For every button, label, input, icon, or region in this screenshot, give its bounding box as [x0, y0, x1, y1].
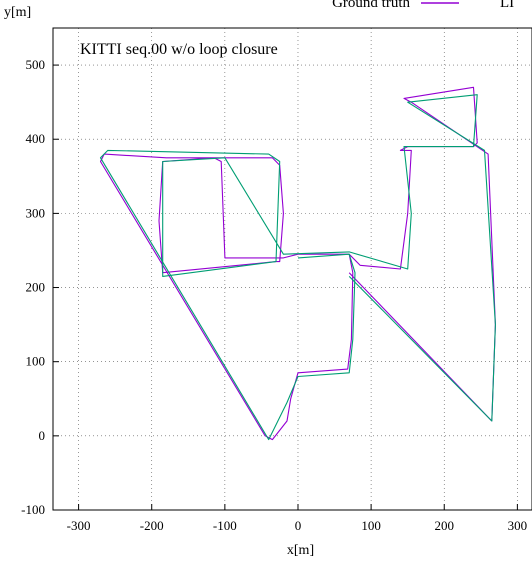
series-layer [99, 86, 496, 441]
series-line [99, 94, 496, 441]
y-tick-label: -100 [21, 502, 45, 517]
x-tick-label: 100 [361, 518, 381, 533]
y-tick-label: 500 [26, 57, 46, 72]
x-tick-label: -200 [140, 518, 164, 533]
chart-title: KITTI seq.00 w/o loop closure [80, 41, 278, 58]
y-tick-label: 400 [26, 131, 46, 146]
y-tick-label: 0 [39, 428, 46, 443]
x-tick-label: -100 [213, 518, 237, 533]
x-tick-label: 0 [295, 518, 302, 533]
x-axis-label: x[m] [287, 543, 314, 558]
plot-frame [52, 27, 532, 511]
y-tick-label: 300 [26, 205, 46, 220]
legend-label-li: LI [500, 0, 514, 11]
legend: Ground truth LI [332, 0, 514, 11]
grid [53, 28, 532, 511]
axis-ticks: -300 -200 -100 0 100 200 300 -100 0 100 200 300 400 5… [21, 57, 527, 533]
x-tick-label: -300 [67, 518, 91, 533]
series-line [99, 86, 496, 441]
x-tick-label: 300 [508, 518, 528, 533]
legend-label-ground-truth: Ground truth [332, 0, 410, 11]
y-tick-label: 100 [26, 354, 46, 369]
y-axis-label: y[m] [4, 5, 31, 20]
y-tick-label: 200 [26, 280, 46, 295]
x-tick-label: 200 [434, 518, 454, 533]
